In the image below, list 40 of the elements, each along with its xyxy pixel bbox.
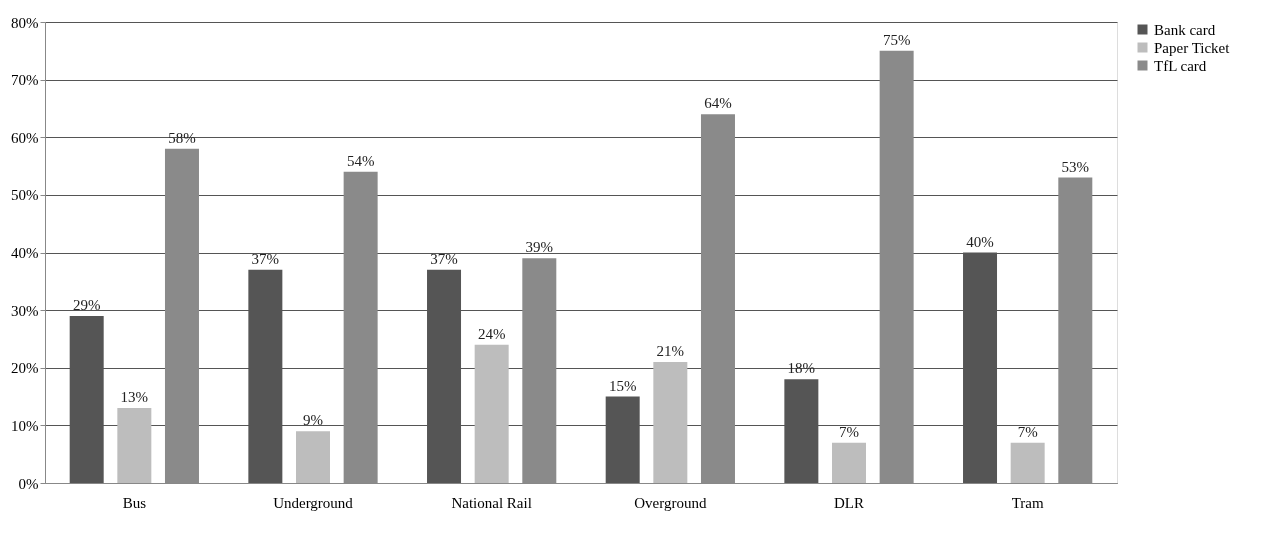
x-tick-label: Bus: [122, 494, 147, 511]
bar: [474, 344, 509, 483]
y-tick-label: 20%: [11, 360, 39, 377]
data-label: 9%: [303, 412, 323, 429]
legend-label: Paper Ticket: [1154, 39, 1231, 56]
data-label: 7%: [839, 423, 859, 440]
data-label: 39%: [525, 239, 554, 256]
y-tick-label: 50%: [11, 187, 39, 204]
data-label: 37%: [430, 250, 458, 267]
data-label: 7%: [1017, 423, 1038, 440]
x-tick-label: Tram: [1011, 494, 1044, 511]
y-tick-label: 80%: [11, 14, 39, 31]
y-tick-label: 40%: [11, 245, 39, 261]
data-label: 15%: [608, 377, 637, 394]
x-tick-label: National Rail: [451, 494, 532, 511]
bar: [832, 442, 866, 483]
bar: [117, 408, 152, 483]
bar: [296, 431, 330, 483]
data-label: 24%: [477, 325, 506, 342]
data-label: 64%: [704, 95, 732, 112]
x-tick-label: Overground: [634, 494, 707, 511]
x-tick-label: Underground: [273, 494, 354, 511]
data-label: 53%: [1061, 158, 1090, 175]
x-tick-label: DLR: [834, 494, 864, 511]
legend-label: Bank card: [1154, 21, 1216, 38]
data-label: 40%: [966, 233, 994, 250]
y-tick-label: 60%: [11, 129, 39, 146]
y-tick-label: 0%: [18, 475, 39, 492]
y-tick-label: 30%: [11, 302, 39, 319]
data-label: 29%: [72, 296, 101, 313]
bar: [653, 361, 688, 483]
bar: [1010, 442, 1045, 483]
data-label: 37%: [251, 250, 280, 267]
legend-label: TfL card: [1154, 57, 1207, 74]
data-label: 75%: [882, 31, 911, 48]
y-tick-label: 70%: [11, 72, 39, 89]
data-label: 13%: [120, 389, 149, 406]
data-label: 21%: [656, 342, 685, 359]
y-tick-label: 10%: [11, 417, 39, 434]
data-label: 54%: [346, 152, 375, 169]
